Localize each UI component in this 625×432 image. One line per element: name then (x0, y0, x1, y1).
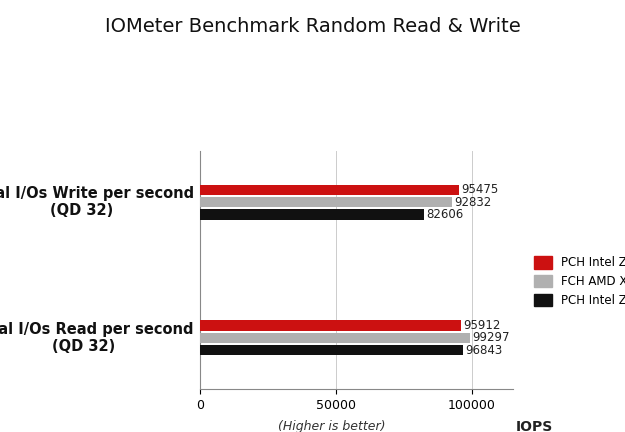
Text: 95475: 95475 (462, 184, 499, 197)
Bar (200, 333, 470, 343)
Text: IOMeter Benchmark Random Read & Write: IOMeter Benchmark Random Read & Write (104, 17, 521, 36)
Bar (200, 320, 461, 331)
Text: 99297: 99297 (472, 331, 509, 344)
Bar (200, 197, 452, 207)
Text: (Higher is better): (Higher is better) (278, 420, 385, 432)
Text: Total I/Os Read per second
(QD 32): Total I/Os Read per second (QD 32) (0, 322, 194, 354)
Text: 82606: 82606 (427, 208, 464, 221)
Text: 95912: 95912 (462, 319, 500, 332)
Text: 96843: 96843 (466, 343, 503, 356)
Text: IOPS: IOPS (516, 420, 553, 432)
Text: 92832: 92832 (454, 196, 492, 209)
Legend: PCH Intel Z790 SATA, FCH AMD X670E SATA, PCH Intel Z690 SATA: PCH Intel Z790 SATA, FCH AMD X670E SATA,… (534, 257, 625, 307)
Bar (200, 345, 463, 356)
Text: Total I/Os Write per second
(QD 32): Total I/Os Write per second (QD 32) (0, 186, 194, 218)
Bar (200, 184, 459, 195)
Bar (200, 209, 424, 220)
